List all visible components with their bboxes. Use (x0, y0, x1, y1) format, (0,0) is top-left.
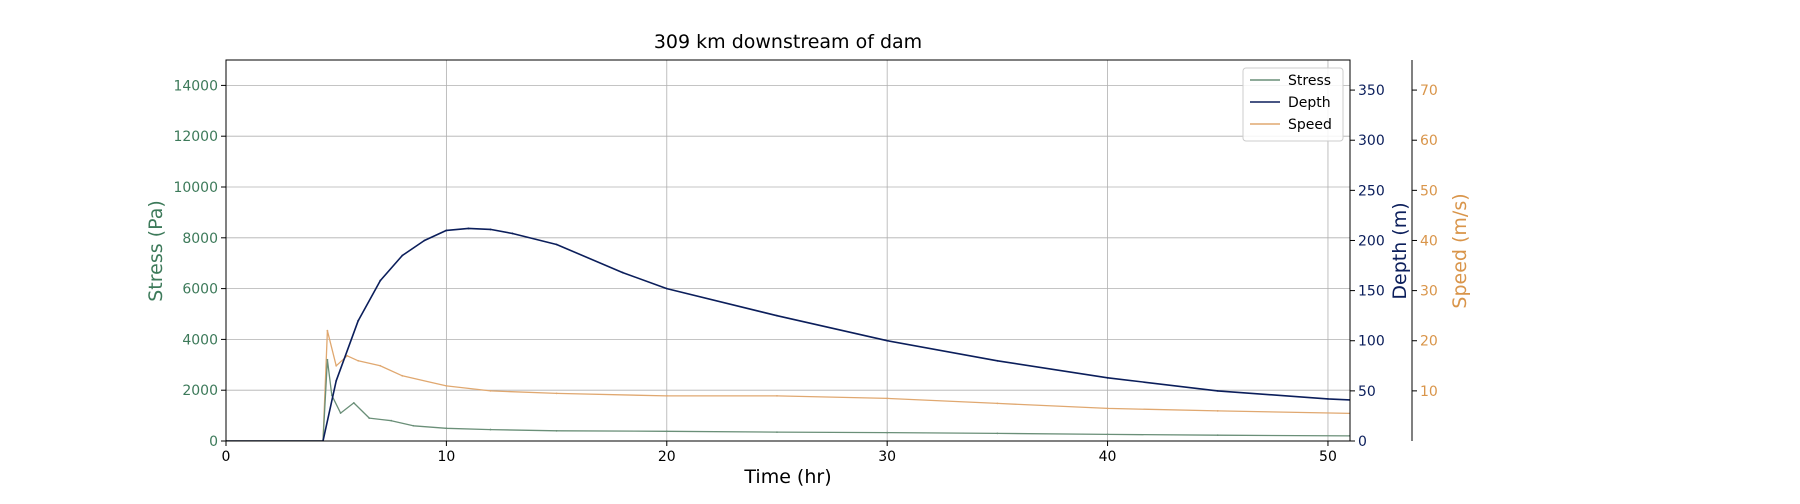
data-point-speed (886, 397, 889, 400)
data-point-depth (555, 243, 558, 246)
depth-tick-label: 100 (1358, 334, 1385, 350)
data-point-stress (339, 412, 342, 414)
data-point-stress (555, 429, 558, 432)
data-point-stress (1216, 434, 1219, 437)
stress-tick-label: 12000 (173, 129, 218, 145)
data-point-depth (996, 359, 999, 362)
x-tick-label: 50 (1319, 449, 1337, 465)
data-point-speed (357, 359, 360, 362)
series-line-speed (226, 330, 1350, 441)
data-point-depth (665, 287, 668, 290)
data-point-stress (996, 432, 999, 435)
depth-tick-label: 0 (1358, 434, 1367, 450)
stress-tick-label: 4000 (182, 332, 218, 348)
x-tick-label: 10 (437, 449, 455, 465)
data-point-speed (1216, 410, 1219, 412)
data-point-depth (445, 229, 448, 232)
data-point-depth (467, 227, 470, 230)
data-point-stress (368, 417, 371, 420)
x-tick-label: 40 (1099, 449, 1117, 465)
data-point-stress (886, 431, 889, 434)
speed-tick-label: 10 (1420, 384, 1438, 400)
depth-axis: 0 50 100 150 200 250 300 350 (1349, 60, 1385, 450)
speed-axis-title: Speed (m/s) (1449, 193, 1471, 308)
stress-tick-label: 8000 (182, 231, 218, 247)
x-tick-label: 0 (222, 449, 231, 465)
data-point-speed (379, 364, 382, 367)
data-point-depth (1327, 397, 1329, 400)
chart-title: 309 km downstream of dam (654, 31, 922, 53)
legend-label-speed: Speed (1288, 117, 1332, 133)
data-point-depth (489, 228, 492, 231)
data-point-depth (1216, 389, 1219, 392)
plot-frame (225, 59, 1351, 442)
data-point-depth (886, 339, 889, 342)
speed-tick-label: 20 (1420, 334, 1438, 350)
stress-tick-label: 2000 (182, 383, 218, 399)
legend-box (1242, 67, 1344, 142)
x-tick-label: 20 (658, 449, 676, 465)
data-point-stress (390, 419, 393, 422)
data-point-depth (621, 271, 624, 274)
speed-tick-label: 50 (1420, 183, 1438, 199)
grid (225, 60, 1350, 442)
depth-tick-label: 150 (1358, 284, 1385, 300)
data-point-stress (489, 428, 492, 431)
legend: Stress Depth Speed (1242, 67, 1344, 142)
data-point-speed (1106, 407, 1109, 410)
stress-tick-label: 14000 (173, 78, 218, 94)
data-point-speed (555, 392, 558, 395)
stress-axis: 0 2000 4000 6000 8000 10000 12000 14000 (173, 78, 226, 450)
data-point-stress (445, 427, 448, 430)
data-point-speed (326, 329, 329, 332)
data-point-speed (776, 394, 778, 397)
legend-label-depth: Depth (1288, 95, 1331, 111)
data-point-stress (412, 424, 415, 427)
data-point-speed (335, 364, 338, 367)
data-point-speed (346, 354, 349, 357)
data-point-depth (379, 279, 382, 282)
data-point-depth (335, 379, 338, 382)
speed-axis: 10 20 30 40 50 60 70 (1411, 60, 1438, 441)
stress-tick-label: 10000 (173, 180, 218, 196)
x-tick-label: 30 (878, 449, 896, 465)
data-point-stress (326, 358, 329, 361)
depth-tick-label: 300 (1358, 133, 1385, 149)
data-point-speed (401, 374, 404, 377)
stress-tick-label: 6000 (182, 282, 218, 298)
data-point-stress (352, 402, 355, 404)
data-point-depth (401, 254, 404, 257)
stress-tick-label: 0 (209, 434, 218, 450)
legend-label-stress: Stress (1288, 73, 1331, 89)
speed-tick-label: 70 (1420, 83, 1438, 99)
series-line-depth (226, 227, 1350, 441)
data-point-stress (1106, 433, 1109, 436)
speed-tick-label: 40 (1420, 233, 1438, 249)
depth-axis-title: Depth (m) (1389, 202, 1411, 299)
data-point-speed (996, 402, 999, 405)
data-point-depth (357, 319, 360, 322)
data-point-speed (445, 384, 448, 387)
data-point-stress (665, 430, 668, 433)
depth-tick-label: 50 (1358, 384, 1376, 400)
data-point-speed (489, 389, 492, 392)
data-point-depth (423, 239, 426, 242)
data-point-speed (665, 394, 668, 397)
data-point-depth (776, 314, 778, 317)
data-point-depth (511, 232, 514, 235)
depth-tick-label: 250 (1358, 183, 1385, 199)
x-axis: 0 10 20 30 40 50 (222, 441, 1337, 465)
stress-axis-title: Stress (Pa) (145, 200, 167, 302)
speed-tick-label: 60 (1420, 133, 1438, 149)
speed-tick-label: 30 (1420, 284, 1438, 300)
data-point-stress (776, 431, 778, 434)
data-point-depth (1106, 376, 1109, 379)
depth-tick-label: 200 (1358, 233, 1385, 249)
depth-tick-label: 350 (1358, 83, 1385, 99)
x-axis-title: Time (hr) (743, 466, 831, 488)
series-layer (226, 227, 1350, 441)
